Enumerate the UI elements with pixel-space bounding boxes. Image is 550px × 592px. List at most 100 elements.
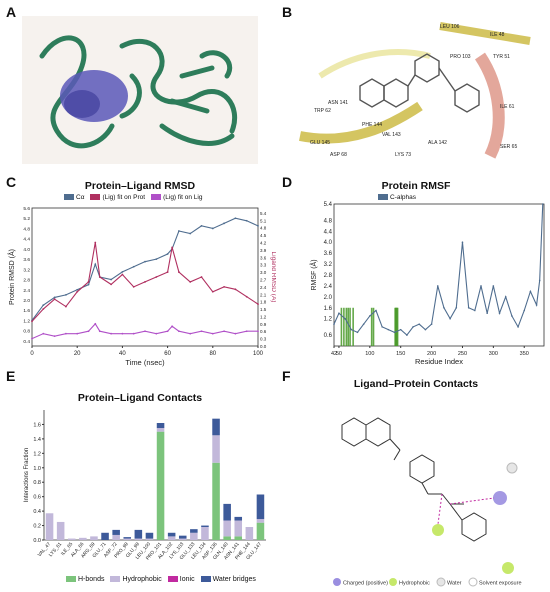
x-tick-label: 60 xyxy=(164,351,171,357)
rmsd-point xyxy=(245,219,248,222)
binding-site-image: LEU 106 ILE 48 PRO 103 TYR 51 ASN 141 PHE 144… xyxy=(290,16,542,164)
contact-bar-segment xyxy=(212,418,220,436)
rmsf-point xyxy=(424,328,427,331)
panel-letter-e: E xyxy=(6,368,16,384)
rmsd-point xyxy=(155,332,158,335)
rmsf-point xyxy=(436,285,439,287)
rmsd-point xyxy=(121,270,124,273)
y2-tick-label: 3.6 xyxy=(260,255,267,260)
y-tick-label: 1.6 xyxy=(33,422,41,428)
y2-tick-label: 0.6 xyxy=(260,329,267,334)
rmsf-point xyxy=(504,296,507,298)
ligand-contacts-title: Ligand–Protein Contacts xyxy=(353,378,479,390)
contact-bar-segment xyxy=(145,532,154,539)
rmsd-point xyxy=(223,285,226,288)
rmsf-series-line xyxy=(333,203,544,336)
rmsf-legend: C-alphas xyxy=(378,194,416,201)
y-tick-label: 2.8 xyxy=(324,273,333,279)
x-tick-label: 100 xyxy=(253,351,264,357)
y2-tick-label: 2.1 xyxy=(260,292,267,297)
rmsd-series-line xyxy=(31,217,259,321)
panel-letter-b: B xyxy=(282,4,293,20)
rmsf-point xyxy=(541,203,544,205)
contact-bar-segment xyxy=(256,522,265,540)
contact-bar-segment xyxy=(67,538,76,540)
y-tick-label: 0.4 xyxy=(23,339,30,345)
y-tick-label: 5.6 xyxy=(23,206,30,212)
rmsf-point xyxy=(418,323,421,325)
x-axis-label: Time (nsec) xyxy=(125,358,165,367)
rmsd-point xyxy=(189,281,192,283)
rmsf-title: Protein RMSF xyxy=(381,180,451,192)
y-tick-label: 4.4 xyxy=(324,229,333,235)
contact-bar-segment xyxy=(256,519,265,523)
legend-item-calphas: C-alphas xyxy=(390,194,417,201)
residue-label: LEU 106 xyxy=(440,24,460,30)
contact-bar-segment xyxy=(201,527,209,540)
residue-label: TYR 51 xyxy=(493,54,510,60)
rmsf-panel: Protein RMSF C-alphas 42 50 100 150 200 250 30… xyxy=(282,176,550,368)
rmsd-plot: 0 20 40 60 80 100 0.4 0.8 1.2 1.6 2.0 2.4 2.8 3.2 3.6 4… xyxy=(7,206,276,367)
rmsf-point xyxy=(538,279,541,282)
rmsf-point xyxy=(369,315,371,317)
residue-label: PRO 103 xyxy=(450,54,471,60)
rmsf-point xyxy=(511,315,513,317)
rmsd-point xyxy=(94,322,97,325)
residue-label: ASN 141 xyxy=(328,100,348,106)
rmsd-point xyxy=(31,320,33,323)
legend-item-ionic: Ionic xyxy=(167,576,195,583)
contact-bar-segment xyxy=(45,513,54,540)
y2-tick-label: 1.2 xyxy=(260,314,267,319)
legend-item-lig-prot: (Lig) fit on Prot xyxy=(90,194,145,201)
y2-tick-label: 5.1 xyxy=(260,218,267,223)
rmsd-point xyxy=(155,258,158,261)
rmsf-point xyxy=(375,309,377,312)
beta-strand-yellow xyxy=(299,101,423,144)
residue-circles xyxy=(432,462,518,574)
rmsf-point xyxy=(467,306,470,309)
residue-label: SER 65 xyxy=(500,144,517,150)
rmsd-point xyxy=(132,285,135,288)
contacts-plot: 0.0 0.2 0.4 0.6 0.8 1.0 1.2 1.4 1.6 Interactions … xyxy=(24,410,266,561)
protein-structure-image xyxy=(22,16,258,164)
rmsf-point xyxy=(517,326,519,328)
y-tick-label: 0.6 xyxy=(33,495,41,501)
contact-bar-segment xyxy=(223,503,231,521)
residue-label: PHE 144 xyxy=(362,122,382,128)
rmsd-point xyxy=(178,230,180,232)
rmsd-point xyxy=(132,332,135,335)
contact-bar-segment xyxy=(79,537,87,540)
rmsf-point xyxy=(356,331,359,334)
rmsd-point xyxy=(257,303,259,306)
rmsf-point xyxy=(480,285,482,287)
legend-item-hydrophobic: Hydrophobic xyxy=(110,576,162,583)
rmsf-point xyxy=(535,304,538,306)
rmsd-point xyxy=(76,332,79,335)
hydrophobic-residue-2 xyxy=(502,562,514,574)
contact-bar-segment xyxy=(101,532,109,540)
residue-label: ILE 61 xyxy=(500,104,515,110)
rmsf-point xyxy=(455,306,458,309)
rmsf-point xyxy=(492,285,495,287)
y-tick-label: 1.2 xyxy=(23,318,30,324)
y-tick-label: 1.4 xyxy=(33,437,41,443)
rmsd-point xyxy=(166,330,169,333)
y-tick-label: 4.0 xyxy=(23,247,30,253)
rmsd-point xyxy=(211,290,214,293)
panel-letter-c: C xyxy=(6,174,17,190)
rmsd-point xyxy=(200,330,203,333)
rmsd-point xyxy=(42,308,45,310)
y-tick-label: 2.0 xyxy=(23,298,30,304)
contact-bar-segment xyxy=(234,516,243,521)
y-axis-label: RMSF (Å) xyxy=(309,259,318,290)
residue-label: ALA 142 xyxy=(428,140,447,146)
y-tick-label: 5.4 xyxy=(324,202,333,208)
rmsf-point xyxy=(474,309,476,312)
rmsd-point xyxy=(178,330,180,333)
svg-text:Water: Water xyxy=(447,581,462,587)
contact-bar-segment xyxy=(178,535,187,539)
y-tick-label: 0.8 xyxy=(23,329,30,335)
rmsd-title: Protein–Ligand RMSD xyxy=(84,180,196,192)
contact-bar-segment xyxy=(90,536,98,540)
